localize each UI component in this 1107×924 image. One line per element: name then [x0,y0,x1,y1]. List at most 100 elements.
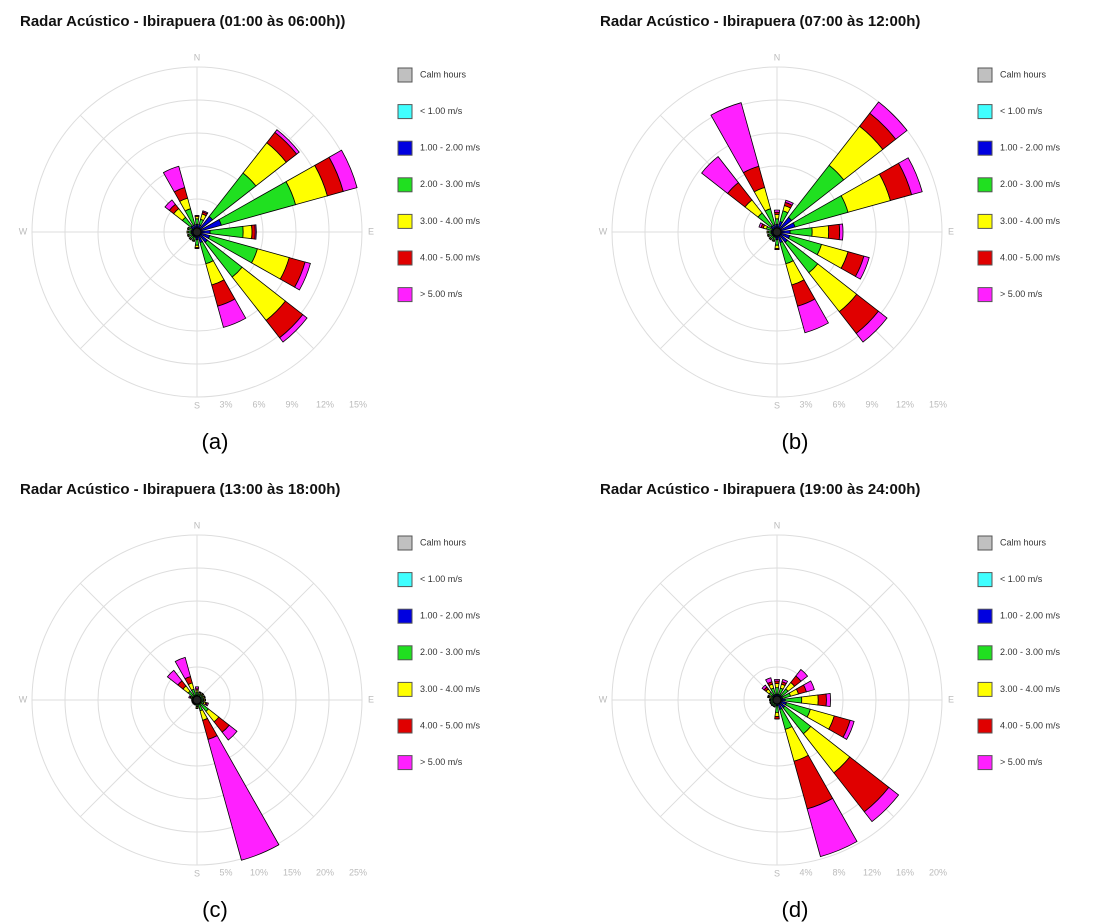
petal-segment [771,240,775,242]
legend-swatch [977,140,993,156]
spoke [79,231,198,350]
spoke [659,231,778,350]
legend-swatch [397,608,413,624]
legend-label: 3.00 - 4.00 m/s [420,216,481,226]
petal-segment [194,686,200,690]
caption: (d) [782,897,809,922]
legend-label: 4.00 - 5.00 m/s [420,252,481,262]
petal-segment [279,314,308,343]
r-tick-label: 9% [865,399,878,409]
calm-center [772,695,782,705]
petal-segment [194,218,200,225]
petal-segment [789,227,813,237]
r-tick-label: 16% [896,867,914,877]
grid-ring [97,600,297,800]
direction-label: S [774,400,780,410]
r-tick-label: 9% [285,399,298,409]
legend-swatch [397,572,413,588]
windrose-panel: Radar Acústico - Ibirapuera (13:00 às 18… [19,481,481,922]
legend-label: < 1.00 m/s [1000,106,1043,116]
chart-title: Radar Acústico - Ibirapuera (13:00 às 18… [20,481,340,498]
grid-ring [644,99,910,365]
petal-segment [811,225,830,239]
petal-segment [773,209,781,213]
grid-ring [644,567,910,833]
legend-label: 3.00 - 4.00 m/s [420,684,481,694]
petal-segment [701,156,739,194]
r-tick-label: 12% [863,867,881,877]
direction-label: S [774,868,780,878]
petal-segment [766,694,770,699]
chart-title: Radar Acústico - Ibirapuera (07:00 às 12… [600,13,920,30]
grid-ring [97,132,297,332]
legend-label: < 1.00 m/s [420,574,463,584]
legend-label: > 5.00 m/s [420,289,463,299]
direction-label: N [194,520,201,530]
legend-swatch [397,681,413,697]
petal-segment [863,786,900,823]
petal-segment [328,149,358,192]
legend-label: 2.00 - 3.00 m/s [420,647,481,657]
petal-segment [775,705,779,713]
direction-label: N [194,52,201,62]
petal-segment [162,165,186,193]
spoke [196,582,315,701]
petal-segment [825,693,832,707]
r-tick-label: 6% [832,399,845,409]
petal-segment [765,677,773,685]
direction-label: W [19,226,28,236]
direction-label: S [194,400,200,410]
legend-swatch [397,535,413,551]
grid-ring [677,600,877,800]
legend-label: < 1.00 m/s [420,106,463,116]
petal-segment [242,224,253,240]
legend-swatch [397,177,413,193]
caption: (b) [782,429,809,454]
direction-label: E [948,226,954,236]
petal-segment [166,669,183,686]
legend-label: 4.00 - 5.00 m/s [1000,720,1061,730]
r-tick-label: 12% [896,399,914,409]
legend-label: Calm hours [1000,69,1047,79]
petal-segment [254,224,257,240]
grid-ring [64,567,330,833]
petal-segment [768,237,772,241]
petal-segment [761,684,768,691]
petal-segment [806,797,858,858]
direction-label: E [368,226,374,236]
r-tick-label: 8% [832,867,845,877]
grid-ring [31,66,363,398]
grid-ring [611,66,943,398]
petal-segment [797,298,830,334]
petal-segment [205,702,209,707]
petal-segment [710,102,760,174]
legend-swatch [977,755,993,771]
legend-label: 1.00 - 2.00 m/s [1000,143,1061,153]
petal-segment [774,218,780,225]
legend-label: Calm hours [420,537,467,547]
r-tick-label: 15% [349,399,367,409]
legend-swatch [397,213,413,229]
legend-swatch [977,608,993,624]
windrose-panel: Radar Acústico - Ibirapuera (07:00 às 12… [599,13,1061,454]
r-tick-label: 3% [799,399,812,409]
legend-swatch [977,177,993,193]
legend-label: 2.00 - 3.00 m/s [1000,647,1061,657]
calm-center [192,695,202,705]
petal-segment [202,210,209,215]
petal-segment [774,678,780,682]
petal-segment [192,702,195,705]
grid-ring [130,633,264,767]
r-tick-label: 10% [250,867,268,877]
chart-title: Radar Acústico - Ibirapuera (19:00 às 24… [600,481,920,498]
r-tick-label: 4% [799,867,812,877]
caption: (c) [202,897,228,922]
direction-label: W [599,226,608,236]
legend-label: 1.00 - 2.00 m/s [420,143,481,153]
petal-segment [817,693,827,707]
petal-segment [842,719,855,740]
legend-swatch [397,645,413,661]
legend-swatch [977,718,993,734]
petal-segment [774,683,780,689]
